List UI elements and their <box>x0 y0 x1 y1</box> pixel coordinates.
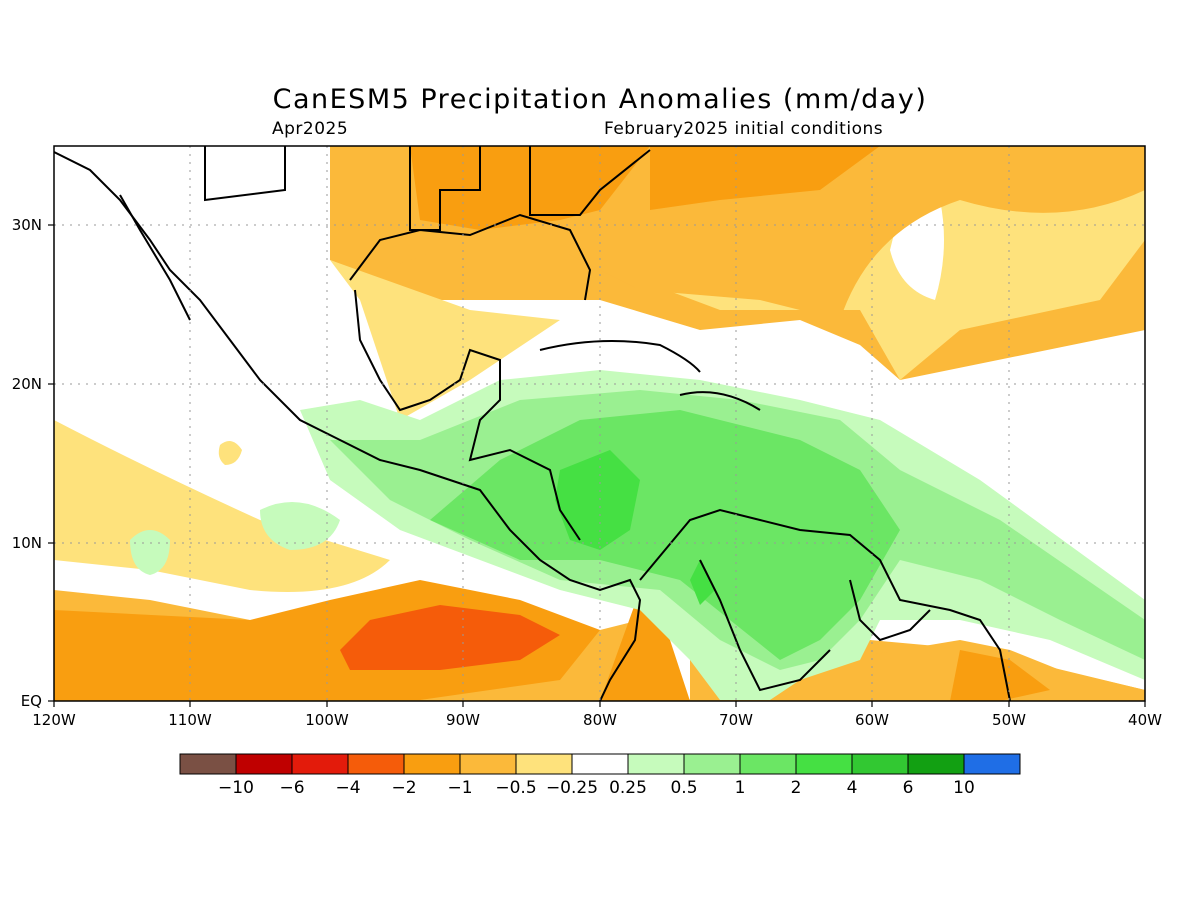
x-axis-labels: 120W 110W 100W 90W 80W 70W 60W 50W 40W <box>32 711 1162 729</box>
x-tick-label: 110W <box>168 711 212 729</box>
x-tick-label: 50W <box>992 711 1026 729</box>
colorbar-label: 4 <box>847 778 858 798</box>
valid-month: Apr2025 <box>272 119 349 139</box>
colorbar-label: 10 <box>953 778 975 798</box>
colorbar-swatch <box>403 753 461 775</box>
x-tick-label: 120W <box>32 711 76 729</box>
colorbar-swatch <box>179 753 237 775</box>
axis-ticks <box>48 224 1146 707</box>
y-tick-label: 20N <box>12 375 42 393</box>
colorbar-label: −1 <box>447 778 472 798</box>
map-title: CanESM5 Precipitation Anomalies (mm/day) <box>272 84 928 115</box>
x-tick-label: 100W <box>305 711 349 729</box>
colorbar-swatch <box>291 753 349 775</box>
colorbar-swatch <box>235 753 293 775</box>
x-tick-label: 70W <box>719 711 753 729</box>
x-tick-label: 60W <box>855 711 889 729</box>
x-tick-label: 40W <box>1128 711 1162 729</box>
colorbar-label: −6 <box>279 778 304 798</box>
initial-conditions: February2025 initial conditions <box>604 119 884 139</box>
anomaly-field <box>54 146 1145 701</box>
y-axis-labels: 30N 20N 10N EQ <box>12 216 42 710</box>
colorbar-swatch <box>515 753 573 775</box>
colorbar-label: 2 <box>791 778 802 798</box>
colorbar-label: −2 <box>391 778 416 798</box>
y-tick-label: 30N <box>12 216 42 234</box>
colorbar-label: −10 <box>218 778 254 798</box>
colorbar-label: 6 <box>903 778 914 798</box>
colorbar-label: 1 <box>735 778 746 798</box>
colorbar-swatch <box>347 753 405 775</box>
y-tick-label: EQ <box>21 692 42 710</box>
colorbar-swatch <box>851 753 909 775</box>
colorbar-swatch <box>795 753 853 775</box>
colorbar: −10 −6 −4 −2 −1 −0.5 −0.25 0.25 0.5 1 2 4 6 10 <box>179 753 1021 798</box>
y-tick-label: 10N <box>12 534 42 552</box>
x-tick-label: 80W <box>583 711 617 729</box>
x-tick-label: 90W <box>446 711 480 729</box>
colorbar-swatch <box>627 753 685 775</box>
colorbar-swatch <box>907 753 965 775</box>
colorbar-swatch <box>459 753 517 775</box>
colorbar-swatch <box>571 753 629 775</box>
colorbar-swatch <box>963 753 1021 775</box>
colorbar-label: −0.5 <box>495 778 536 798</box>
colorbar-swatch <box>739 753 797 775</box>
colorbar-label: −4 <box>335 778 360 798</box>
gridlines <box>54 146 1145 701</box>
colorbar-label: 0.5 <box>670 778 697 798</box>
colorbar-swatch <box>683 753 741 775</box>
colorbar-label: −0.25 <box>546 778 598 798</box>
colorbar-label: 0.25 <box>609 778 647 798</box>
